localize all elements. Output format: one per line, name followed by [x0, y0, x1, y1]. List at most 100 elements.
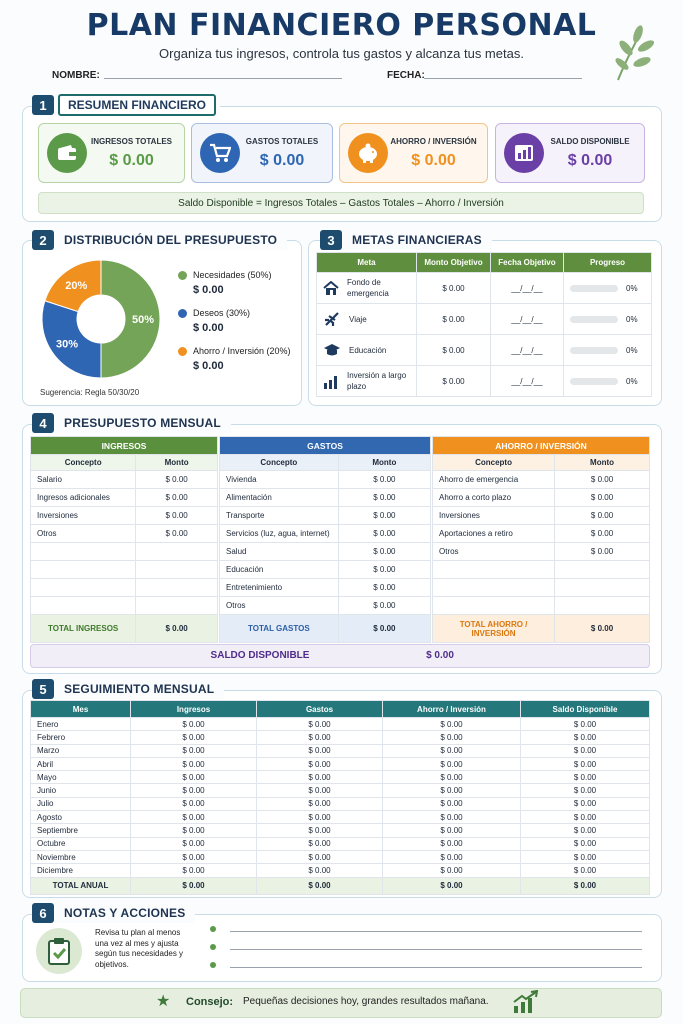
month-value[interactable]: $ 0.00: [256, 783, 383, 798]
budget-amount[interactable]: $ 0.00: [135, 488, 218, 507]
month-value[interactable]: $ 0.00: [130, 716, 257, 732]
budget-amount[interactable]: $ 0.00: [337, 488, 432, 507]
budget-concept[interactable]: [431, 578, 556, 597]
month-value[interactable]: $ 0.00: [130, 783, 257, 798]
month-value[interactable]: $ 0.00: [520, 716, 650, 732]
budget-concept[interactable]: Ingresos adicionales: [29, 488, 137, 507]
budget-amount[interactable]: [554, 596, 650, 615]
budget-concept[interactable]: Otros: [29, 524, 137, 543]
budget-concept[interactable]: [29, 578, 137, 597]
budget-concept[interactable]: [431, 596, 556, 615]
month-value[interactable]: $ 0.00: [520, 836, 650, 851]
budget-concept[interactable]: [431, 560, 556, 579]
budget-amount[interactable]: $ 0.00: [337, 560, 432, 579]
goal-amount[interactable]: $ 0.00: [416, 303, 491, 335]
month-value[interactable]: $ 0.00: [130, 849, 257, 865]
budget-amount[interactable]: $ 0.00: [337, 470, 432, 489]
goal-date[interactable]: __/__/__: [489, 272, 565, 304]
budget-amount[interactable]: $ 0.00: [337, 524, 432, 543]
month-value[interactable]: $ 0.00: [520, 810, 650, 825]
note-line[interactable]: [230, 967, 642, 968]
goal-date[interactable]: __/__/__: [489, 365, 565, 397]
budget-concept[interactable]: Otros: [431, 542, 556, 561]
month-value[interactable]: $ 0.00: [382, 810, 521, 825]
goal-amount[interactable]: $ 0.00: [416, 272, 491, 304]
note-line[interactable]: [230, 949, 642, 950]
month-value[interactable]: $ 0.00: [256, 823, 383, 838]
budget-concept[interactable]: Salario: [29, 470, 137, 489]
note-line[interactable]: [230, 931, 642, 932]
month-value[interactable]: $ 0.00: [382, 783, 521, 798]
budget-amount[interactable]: $ 0.00: [337, 596, 432, 615]
budget-concept[interactable]: Salud: [219, 542, 339, 561]
budget-amount[interactable]: $ 0.00: [554, 470, 650, 489]
month-value[interactable]: $ 0.00: [520, 756, 650, 772]
budget-concept[interactable]: Ahorro a corto plazo: [431, 488, 556, 507]
month-value[interactable]: $ 0.00: [520, 863, 650, 878]
budget-amount[interactable]: $ 0.00: [135, 524, 218, 543]
goal-amount[interactable]: $ 0.00: [416, 365, 491, 397]
budget-concept[interactable]: Vivienda: [219, 470, 339, 489]
month-value[interactable]: $ 0.00: [382, 849, 521, 865]
month-value[interactable]: $ 0.00: [256, 836, 383, 851]
budget-concept[interactable]: Alimentación: [219, 488, 339, 507]
budget-amount[interactable]: $ 0.00: [135, 470, 218, 489]
month-value[interactable]: $ 0.00: [520, 783, 650, 798]
budget-amount[interactable]: $ 0.00: [554, 506, 650, 525]
budget-amount[interactable]: [554, 578, 650, 597]
goal-date[interactable]: __/__/__: [489, 334, 565, 366]
budget-amount[interactable]: [135, 542, 218, 561]
month-value[interactable]: $ 0.00: [382, 863, 521, 878]
date-field[interactable]: [424, 78, 582, 79]
month-value[interactable]: $ 0.00: [256, 863, 383, 878]
budget-amount[interactable]: $ 0.00: [337, 542, 432, 561]
month-value[interactable]: $ 0.00: [382, 836, 521, 851]
month-value[interactable]: $ 0.00: [520, 823, 650, 838]
budget-concept[interactable]: [29, 542, 137, 561]
month-value[interactable]: $ 0.00: [520, 849, 650, 865]
month-value[interactable]: $ 0.00: [382, 743, 521, 758]
month-value[interactable]: $ 0.00: [520, 743, 650, 758]
budget-concept[interactable]: Otros: [219, 596, 339, 615]
month-value[interactable]: $ 0.00: [130, 770, 257, 785]
budget-concept[interactable]: Aportaciones a retiro: [431, 524, 556, 543]
budget-concept[interactable]: [29, 560, 137, 579]
budget-amount[interactable]: $ 0.00: [337, 506, 432, 525]
month-value[interactable]: $ 0.00: [256, 810, 383, 825]
month-value[interactable]: $ 0.00: [130, 756, 257, 772]
month-value[interactable]: $ 0.00: [382, 756, 521, 772]
month-value[interactable]: $ 0.00: [256, 849, 383, 865]
month-value[interactable]: $ 0.00: [130, 810, 257, 825]
month-value[interactable]: $ 0.00: [256, 770, 383, 785]
budget-concept[interactable]: Ahorro de emergencia: [431, 470, 556, 489]
month-value[interactable]: $ 0.00: [382, 770, 521, 785]
goal-amount[interactable]: $ 0.00: [416, 334, 491, 366]
month-value[interactable]: $ 0.00: [520, 730, 650, 745]
month-value[interactable]: $ 0.00: [130, 796, 257, 812]
name-field[interactable]: [104, 78, 342, 79]
budget-amount[interactable]: $ 0.00: [135, 506, 218, 525]
budget-amount[interactable]: [135, 560, 218, 579]
budget-amount[interactable]: [135, 578, 218, 597]
budget-concept[interactable]: Inversiones: [431, 506, 556, 525]
month-value[interactable]: $ 0.00: [130, 823, 257, 838]
budget-concept[interactable]: Educación: [219, 560, 339, 579]
month-value[interactable]: $ 0.00: [256, 716, 383, 732]
month-value[interactable]: $ 0.00: [256, 796, 383, 812]
month-value[interactable]: $ 0.00: [130, 743, 257, 758]
budget-amount[interactable]: $ 0.00: [554, 542, 650, 561]
month-value[interactable]: $ 0.00: [382, 796, 521, 812]
budget-amount[interactable]: [554, 560, 650, 579]
budget-concept[interactable]: [29, 596, 137, 615]
month-value[interactable]: $ 0.00: [256, 743, 383, 758]
budget-amount[interactable]: $ 0.00: [337, 578, 432, 597]
month-value[interactable]: $ 0.00: [256, 756, 383, 772]
goal-date[interactable]: __/__/__: [489, 303, 565, 335]
budget-concept[interactable]: Servicios (luz, agua, internet): [219, 524, 339, 543]
budget-amount[interactable]: $ 0.00: [554, 488, 650, 507]
budget-concept[interactable]: Inversiones: [29, 506, 137, 525]
month-value[interactable]: $ 0.00: [130, 836, 257, 851]
month-value[interactable]: $ 0.00: [382, 730, 521, 745]
budget-concept[interactable]: Entretenimiento: [219, 578, 339, 597]
budget-amount[interactable]: $ 0.00: [554, 524, 650, 543]
